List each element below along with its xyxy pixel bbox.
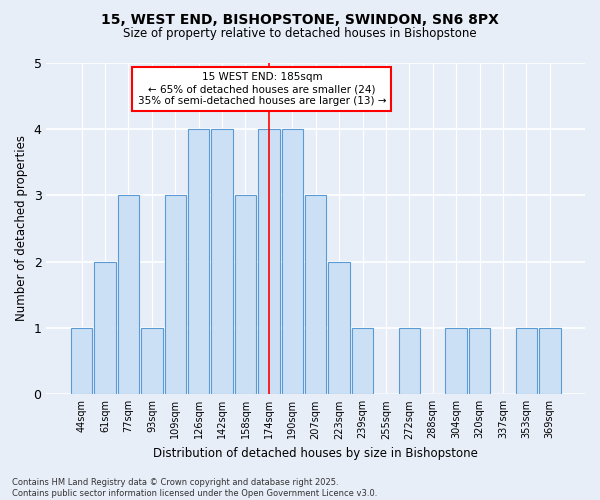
Bar bbox=[352, 328, 373, 394]
Bar bbox=[469, 328, 490, 394]
Bar bbox=[141, 328, 163, 394]
Text: 15 WEST END: 185sqm
← 65% of detached houses are smaller (24)
35% of semi-detach: 15 WEST END: 185sqm ← 65% of detached ho… bbox=[137, 72, 386, 106]
Bar bbox=[539, 328, 560, 394]
Y-axis label: Number of detached properties: Number of detached properties bbox=[15, 136, 28, 322]
Text: Contains HM Land Registry data © Crown copyright and database right 2025.
Contai: Contains HM Land Registry data © Crown c… bbox=[12, 478, 377, 498]
Bar bbox=[258, 129, 280, 394]
X-axis label: Distribution of detached houses by size in Bishopstone: Distribution of detached houses by size … bbox=[153, 447, 478, 460]
Bar bbox=[188, 129, 209, 394]
Bar bbox=[118, 195, 139, 394]
Text: Size of property relative to detached houses in Bishopstone: Size of property relative to detached ho… bbox=[123, 28, 477, 40]
Bar bbox=[94, 262, 116, 394]
Bar bbox=[164, 195, 186, 394]
Bar bbox=[305, 195, 326, 394]
Bar bbox=[328, 262, 350, 394]
Bar bbox=[398, 328, 420, 394]
Bar bbox=[515, 328, 537, 394]
Bar bbox=[281, 129, 303, 394]
Bar bbox=[211, 129, 233, 394]
Text: 15, WEST END, BISHOPSTONE, SWINDON, SN6 8PX: 15, WEST END, BISHOPSTONE, SWINDON, SN6 … bbox=[101, 12, 499, 26]
Bar bbox=[235, 195, 256, 394]
Bar bbox=[71, 328, 92, 394]
Bar bbox=[445, 328, 467, 394]
